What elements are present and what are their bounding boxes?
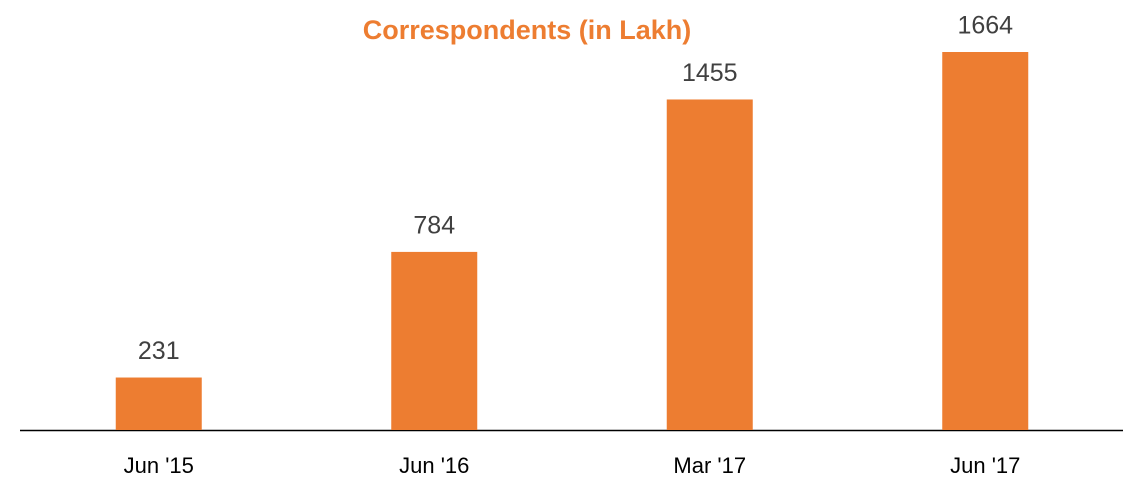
x-tick-label: Jun '17 bbox=[950, 453, 1020, 478]
x-tick-label: Jun '16 bbox=[399, 453, 469, 478]
bar bbox=[942, 52, 1029, 430]
value-label: 231 bbox=[138, 337, 180, 365]
x-tick-label: Jun '15 bbox=[124, 453, 194, 478]
bar bbox=[391, 251, 478, 430]
chart-title: Correspondents (in Lakh) bbox=[363, 15, 692, 45]
value-label: 1664 bbox=[957, 12, 1013, 40]
value-label: 1455 bbox=[682, 59, 738, 87]
bar bbox=[115, 377, 202, 430]
x-tick-label: Mar '17 bbox=[673, 453, 746, 478]
value-label: 784 bbox=[413, 212, 455, 240]
bar bbox=[666, 99, 753, 430]
